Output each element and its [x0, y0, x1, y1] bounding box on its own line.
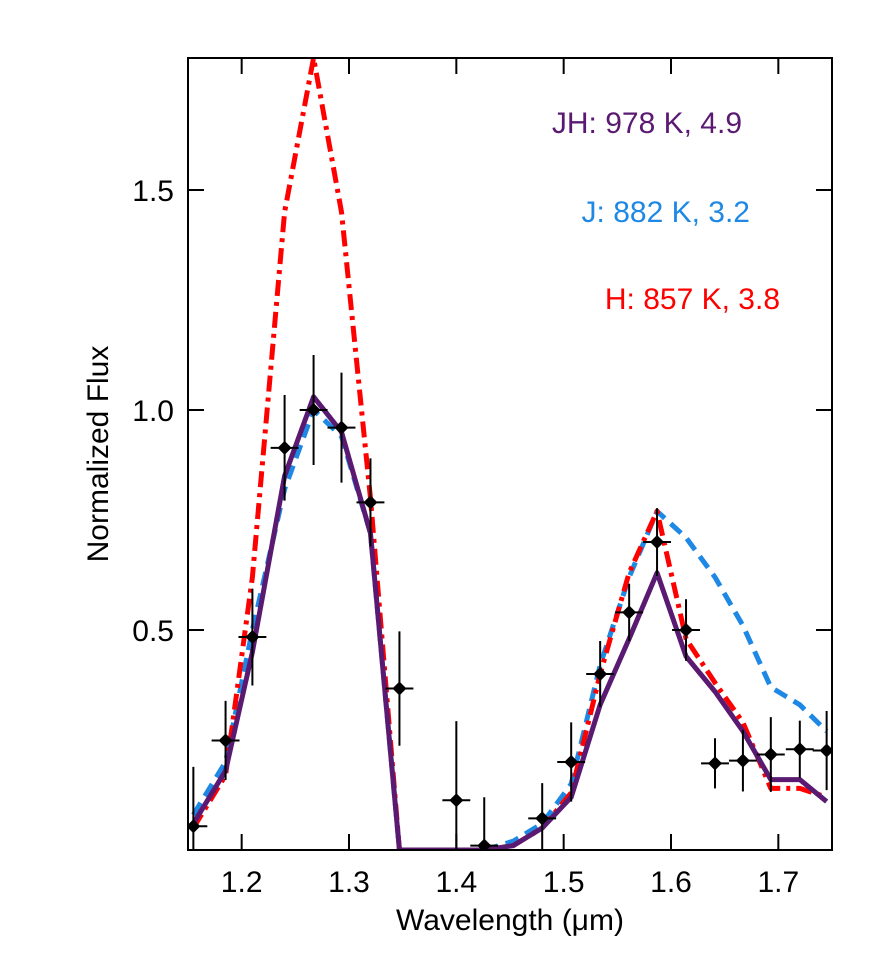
data-point [334, 420, 349, 435]
data-point [477, 838, 492, 850]
data-point [449, 793, 464, 808]
x-tick-label: 1.4 [435, 866, 477, 899]
data-point [593, 667, 608, 681]
data-point [819, 743, 832, 758]
axes-frame [187, 57, 833, 851]
data-point [622, 605, 637, 620]
y-tick-label: 1.0 [132, 395, 174, 428]
data-point [792, 742, 807, 757]
data-point [188, 819, 201, 834]
annotation: H: 857 K, 3.8 [605, 283, 780, 316]
x-tick-label: 1.3 [328, 866, 370, 899]
data-point [679, 623, 694, 637]
data-point [218, 733, 233, 748]
data-point [763, 747, 778, 762]
y-tick-label: 1.5 [132, 175, 174, 208]
y-axis-label: Normalized Flux [82, 346, 115, 563]
model-line [191, 407, 829, 850]
data-point [277, 440, 292, 455]
model-line [191, 394, 829, 850]
data-point [535, 811, 550, 826]
annotation: J: 882 K, 3.2 [582, 196, 750, 229]
x-tick-label: 1.6 [650, 866, 692, 899]
data-point [306, 403, 321, 417]
data-point [650, 535, 665, 549]
x-tick-label: 1.7 [757, 866, 799, 899]
data-point [392, 681, 407, 696]
plot-area [188, 58, 832, 850]
data-point [735, 753, 750, 768]
annotation: JH: 978 K, 4.9 [552, 107, 742, 140]
x-tick-label: 1.2 [221, 866, 263, 899]
model-line [191, 58, 828, 850]
x-tick-label: 1.5 [543, 866, 585, 899]
data-point [245, 630, 260, 645]
y-tick-label: 0.5 [132, 615, 174, 648]
data-point [363, 495, 378, 510]
x-axis-label: Wavelength (μm) [396, 904, 624, 937]
data-point [564, 755, 579, 769]
data-point [708, 756, 723, 771]
